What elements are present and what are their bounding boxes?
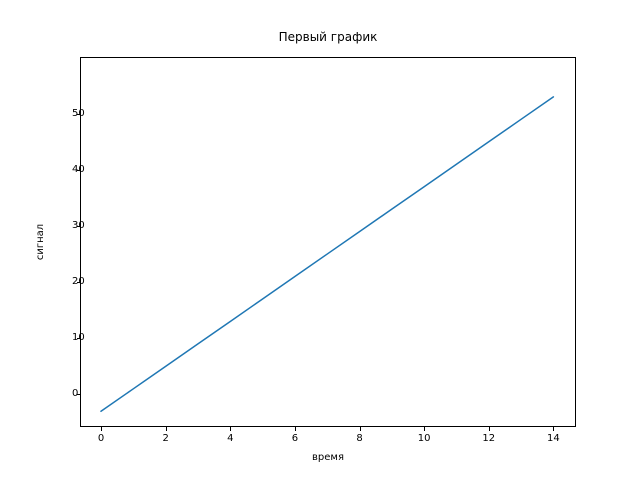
- data-series-line: [100, 96, 555, 413]
- y-axis-label: сигнал: [35, 223, 46, 261]
- x-tick-label: 6: [291, 433, 299, 444]
- x-tick-mark: [165, 427, 167, 431]
- x-tick-label: 4: [227, 433, 234, 444]
- x-tick-label: 14: [547, 433, 560, 444]
- y-tick-mark: [76, 338, 80, 340]
- x-tick-label: 8: [356, 433, 363, 444]
- x-tick-mark: [294, 427, 296, 431]
- line-plot-svg: [100, 96, 555, 413]
- x-tick-mark: [553, 427, 555, 431]
- x-tick-label: 0: [97, 433, 105, 444]
- x-tick-label: 12: [482, 433, 496, 444]
- y-tick-mark: [76, 113, 80, 115]
- y-tick-mark: [76, 169, 80, 171]
- x-tick-label: 2: [162, 433, 169, 444]
- x-tick-mark: [488, 427, 490, 431]
- x-tick-mark: [230, 427, 232, 431]
- x-axis-label: время: [312, 452, 344, 463]
- y-tick-mark: [76, 226, 80, 227]
- x-tick-mark: [359, 427, 361, 431]
- y-tick-mark: [76, 282, 80, 284]
- x-tick-label: 10: [417, 433, 431, 444]
- plot-area: [80, 57, 576, 427]
- y-tick-mark: [76, 394, 80, 396]
- x-tick-mark: [424, 427, 426, 431]
- x-tick-mark: [101, 427, 102, 431]
- chart-title: Первый график: [278, 30, 378, 44]
